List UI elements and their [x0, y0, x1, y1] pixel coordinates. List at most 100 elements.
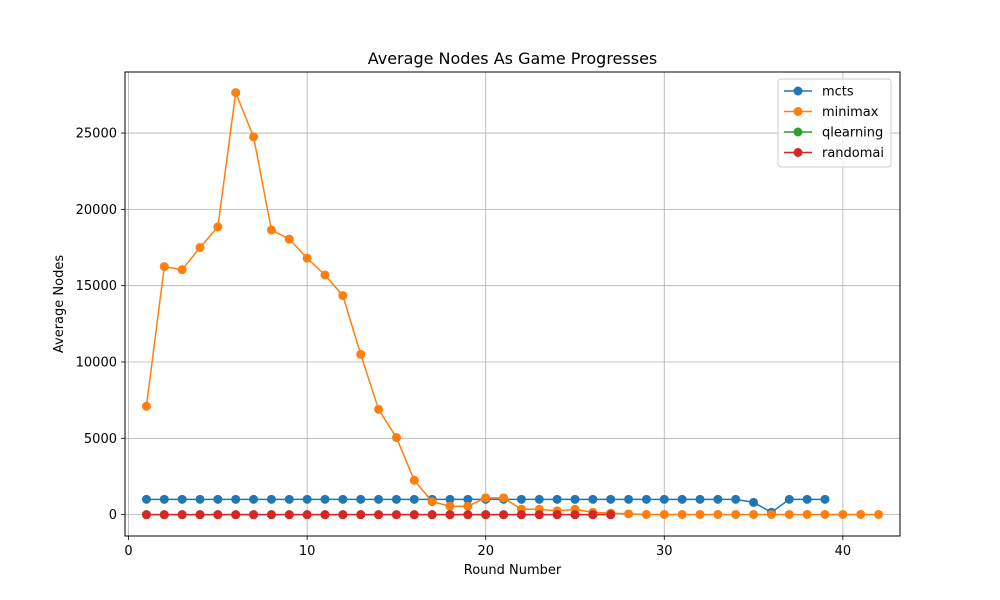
x-tick-label: 20: [477, 544, 494, 559]
data-point-randomai: [445, 510, 455, 520]
data-point-minimax: [677, 509, 687, 519]
data-point-randomai: [463, 510, 473, 520]
x-tick-label: 10: [299, 544, 316, 559]
data-point-randomai: [195, 510, 205, 520]
data-point-randomai: [159, 510, 169, 520]
legend: mcts minimax qlearning randomai: [777, 78, 892, 168]
data-point-mcts: [284, 494, 294, 504]
data-point-minimax: [445, 501, 455, 511]
data-point-randomai: [231, 510, 241, 520]
data-point-minimax: [784, 509, 794, 519]
data-point-minimax: [159, 262, 169, 272]
legend-item-randomai: randomai: [784, 146, 884, 161]
data-point-minimax: [713, 509, 723, 519]
y-tick-label: 0: [109, 508, 117, 523]
data-point-mcts: [463, 494, 473, 504]
y-tick-label: 20000: [76, 203, 117, 218]
data-point-minimax: [356, 349, 366, 359]
data-point-randomai: [427, 510, 437, 520]
data-point-minimax: [391, 433, 401, 443]
data-point-minimax: [177, 265, 187, 275]
series-line-minimax: [145, 91, 879, 516]
data-point-minimax: [195, 243, 205, 253]
data-point-minimax: [749, 509, 759, 519]
data-point-randomai: [320, 510, 330, 520]
data-point-mcts: [695, 494, 705, 504]
data-point-randomai: [409, 510, 419, 520]
data-point-mcts: [677, 494, 687, 504]
data-point-mcts: [195, 494, 205, 504]
data-point-mcts: [374, 494, 384, 504]
data-point-minimax: [409, 475, 419, 485]
data-point-randomai: [266, 510, 276, 520]
data-point-minimax: [641, 509, 651, 519]
legend-item-minimax: minimax: [784, 105, 879, 120]
data-point-randomai: [606, 510, 616, 520]
y-tick-label: 5000: [84, 432, 117, 447]
data-point-minimax: [284, 234, 294, 244]
data-point-randomai: [213, 510, 223, 520]
data-point-mcts: [713, 494, 723, 504]
data-point-mcts: [802, 494, 812, 504]
data-point-minimax: [338, 291, 348, 301]
data-point-randomai: [356, 510, 366, 520]
series-randomai: [141, 510, 616, 520]
y-tick-label: 15000: [76, 279, 117, 294]
data-point-minimax: [499, 493, 509, 503]
data-point-randomai: [552, 510, 562, 520]
data-point-randomai: [534, 510, 544, 520]
data-point-mcts: [141, 494, 151, 504]
y-tick-label: 25000: [76, 127, 117, 142]
data-point-randomai: [391, 510, 401, 520]
data-point-randomai: [141, 510, 151, 520]
chart-title: Average Nodes As Game Progresses: [368, 49, 658, 68]
legend-label: mcts: [822, 85, 854, 100]
x-tick-label: 40: [835, 544, 852, 559]
data-point-mcts: [570, 494, 580, 504]
legend-label: randomai: [822, 146, 884, 161]
legend-marker: [793, 86, 803, 96]
legend-item-mcts: mcts: [784, 85, 854, 100]
y-tick-label: 10000: [76, 356, 117, 371]
legend-label: minimax: [822, 105, 879, 120]
data-point-mcts: [749, 497, 759, 507]
data-point-minimax: [320, 270, 330, 280]
x-axis-label: Round Number: [464, 563, 562, 578]
plot-area-frame: [124, 71, 901, 537]
data-point-mcts: [624, 494, 634, 504]
data-point-randomai: [516, 510, 526, 520]
data-point-minimax: [266, 225, 276, 235]
data-point-mcts: [552, 494, 562, 504]
legend-label: qlearning: [822, 126, 883, 141]
data-point-randomai: [374, 510, 384, 520]
data-point-minimax: [481, 493, 491, 503]
data-point-minimax: [731, 509, 741, 519]
data-point-mcts: [213, 494, 223, 504]
data-point-mcts: [731, 494, 741, 504]
legend-marker: [793, 107, 803, 116]
data-point-mcts: [338, 494, 348, 504]
data-point-minimax: [463, 501, 473, 511]
data-point-mcts: [249, 494, 259, 504]
data-point-randomai: [588, 510, 598, 520]
x-tick-label: 0: [124, 544, 132, 559]
data-point-mcts: [516, 494, 526, 504]
data-point-minimax: [374, 404, 384, 414]
legend-marker: [793, 127, 803, 137]
data-point-minimax: [766, 509, 776, 519]
data-point-mcts: [641, 494, 651, 504]
data-point-minimax: [874, 509, 884, 519]
data-point-randomai: [249, 510, 259, 520]
data-point-mcts: [409, 494, 419, 504]
legend-item-qlearning: qlearning: [784, 126, 883, 141]
data-point-mcts: [356, 494, 366, 504]
data-point-randomai: [302, 510, 312, 520]
data-point-mcts: [606, 494, 616, 504]
legend-marker: [793, 148, 803, 157]
data-point-mcts: [177, 494, 187, 504]
data-point-minimax: [659, 509, 669, 519]
data-point-randomai: [499, 510, 509, 520]
data-point-mcts: [784, 494, 794, 504]
